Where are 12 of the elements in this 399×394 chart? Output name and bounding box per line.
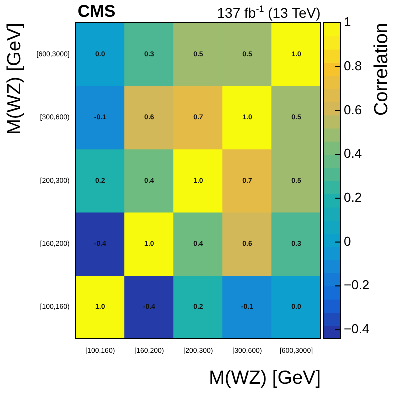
- x-axis-title: M(WZ) [GeV]: [209, 368, 321, 389]
- color-bar-label: −0.4: [344, 322, 370, 337]
- y-axis-title: M(WZ) [GeV]: [4, 23, 26, 135]
- color-bar-title: Correlation: [372, 23, 393, 116]
- color-bar-label: 1: [344, 14, 352, 30]
- color-bar-label: 0.2: [344, 190, 362, 206]
- chart-title: CMS: [78, 2, 116, 21]
- color-bar-label: 0.8: [344, 58, 362, 74]
- color-bar-label: 0.6: [344, 102, 362, 118]
- color-bar-label: 0.4: [344, 146, 362, 162]
- color-bar-label: 0: [344, 234, 352, 249]
- color-bar-label: −0.2: [344, 278, 370, 293]
